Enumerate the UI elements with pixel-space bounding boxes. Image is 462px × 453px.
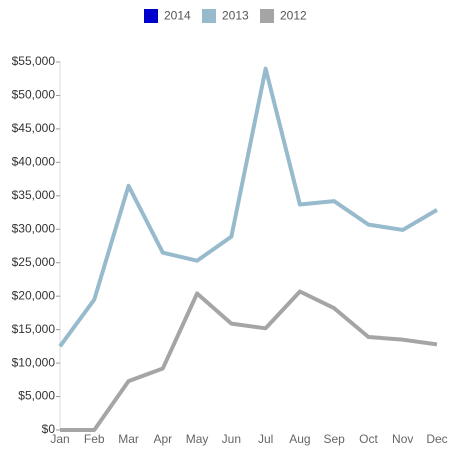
y-tick-label: $45,000 [12,121,56,135]
y-tick-label: $40,000 [12,155,56,169]
legend-label: 2013 [222,9,249,23]
x-tick-label: Sep [324,432,346,446]
x-tick-label: Jan [50,432,69,446]
x-tick-label: Aug [289,432,310,446]
y-tick-label: $35,000 [12,188,56,202]
series-line [60,289,438,432]
legend-label: 2014 [164,9,191,23]
y-tick-label: $25,000 [12,255,56,269]
x-tick-label: Jul [258,432,273,446]
y-tick-label: $30,000 [12,221,56,235]
x-tick-label: Nov [392,432,413,446]
legend-label: 2012 [280,9,307,23]
legend: 2014 2013 2012 [144,9,307,23]
x-tick-label: Oct [359,432,378,446]
legend-swatch [260,9,274,23]
legend-swatch [144,9,158,23]
y-tick-label: $20,000 [12,288,56,302]
x-tick-label: Jun [222,432,241,446]
y-tick-label: $10,000 [12,355,56,369]
legend-swatch [202,9,216,23]
y-tick-label: $15,000 [12,322,56,336]
x-tick-label: Dec [426,432,447,446]
y-tick-label: $0 [42,422,56,436]
x-tick-label: May [186,432,209,446]
y-tick-label: $50,000 [12,88,56,102]
x-tick-label: Apr [153,432,172,446]
x-tick-label: Mar [118,432,139,446]
y-tick-label: $55,000 [12,54,56,68]
y-tick-label: $5,000 [18,389,55,403]
series-line [58,66,439,348]
x-tick-label: Feb [84,432,105,446]
